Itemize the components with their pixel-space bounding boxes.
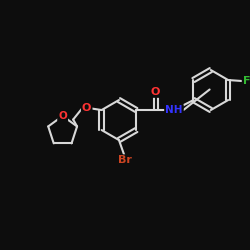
Text: Br: Br	[118, 156, 132, 166]
Text: F: F	[243, 76, 250, 86]
Text: O: O	[151, 87, 160, 97]
Text: O: O	[58, 111, 67, 121]
Text: NH: NH	[165, 105, 183, 115]
Text: O: O	[82, 103, 91, 113]
